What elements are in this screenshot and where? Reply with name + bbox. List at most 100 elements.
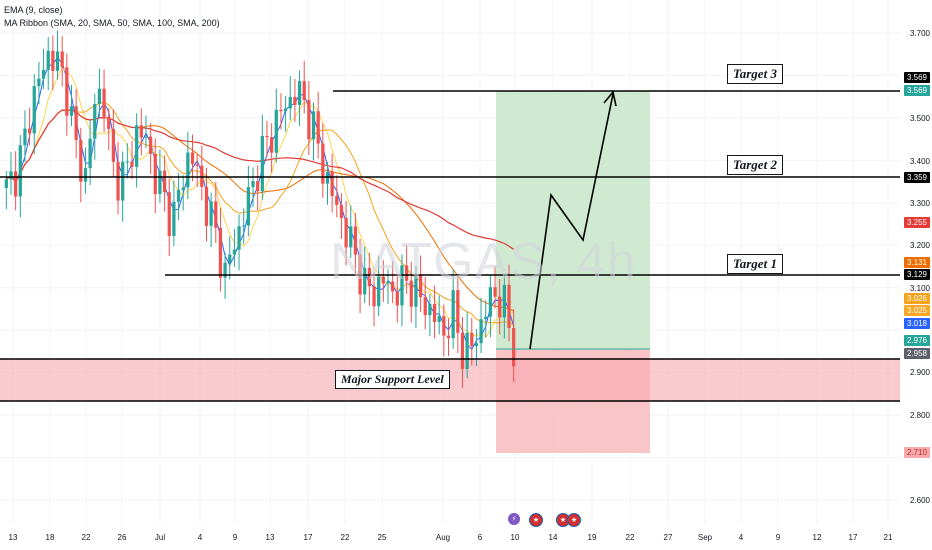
candle-body[interactable] [367,267,372,287]
candle-body[interactable] [148,136,153,155]
candle-body[interactable] [130,161,134,167]
candle-body[interactable] [270,137,274,153]
candle-body[interactable] [181,187,185,190]
candle-body[interactable] [195,164,199,166]
candle-body[interactable] [442,316,446,336]
candle-body[interactable] [97,88,102,105]
candle-body[interactable] [153,154,157,195]
candle-body[interactable] [344,218,348,248]
candle-body[interactable] [139,125,143,138]
candle-body[interactable] [218,227,223,278]
support-label[interactable]: Major Support Level [335,370,450,389]
candle-body[interactable] [321,143,325,184]
candle-body[interactable] [414,274,418,307]
candle-body[interactable] [65,67,69,116]
candle-body[interactable] [293,96,297,105]
candle-body[interactable] [172,201,176,236]
candle-body[interactable] [479,319,483,344]
candle-body[interactable] [377,276,381,307]
candle-body[interactable] [381,276,385,284]
candle-body[interactable] [102,88,106,117]
candle-body[interactable] [372,286,376,307]
candle-body[interactable] [223,262,227,278]
candle-body[interactable] [274,109,278,153]
candle-body[interactable] [167,192,171,236]
candle-body[interactable] [186,152,190,188]
candle-body[interactable] [512,328,516,367]
moving-average-line[interactable] [5,101,514,326]
candle-body[interactable] [55,51,60,71]
candle-body[interactable] [246,187,250,226]
candle-body[interactable] [4,179,8,188]
candle-body[interactable] [232,249,237,255]
candle-body[interactable] [256,181,260,192]
candle-body[interactable] [135,125,139,167]
candle-body[interactable] [190,152,195,165]
candle-body[interactable] [335,195,339,205]
candle-body[interactable] [176,189,181,202]
candle-body[interactable] [32,86,36,134]
candle-body[interactable] [418,274,423,298]
candle-body[interactable] [260,135,264,192]
candle-body[interactable] [279,109,283,112]
candle-body[interactable] [400,265,404,306]
candle-body[interactable] [27,128,32,134]
candle-body[interactable] [423,297,427,316]
target3-label[interactable]: Target 3 [727,64,783,84]
candle-body[interactable] [460,332,465,369]
candle-body[interactable] [93,104,97,139]
candle-body[interactable] [409,280,413,307]
candle-body[interactable] [60,51,64,68]
candle-body[interactable] [37,78,41,87]
candle-body[interactable] [428,303,432,316]
candle-body[interactable] [484,316,488,320]
candle-body[interactable] [353,226,358,255]
candle-body[interactable] [79,140,83,182]
candle-body[interactable] [437,316,441,322]
candle-body[interactable] [242,225,246,227]
candle-body[interactable] [456,290,460,333]
candle-body[interactable] [488,287,493,317]
candle-body[interactable] [51,50,55,71]
candle-body[interactable] [69,106,74,116]
candle-body[interactable] [465,332,469,369]
candle-body[interactable] [470,332,474,347]
candle-body[interactable] [18,145,22,197]
candle-body[interactable] [311,111,316,140]
candle-body[interactable] [474,343,479,347]
ema-legend[interactable]: EMA (9, close) [4,5,63,15]
ma-ribbon-legend[interactable]: MA Ribbon (SMA, 20, SMA, 50, SMA, 100, S… [4,18,220,28]
candle-body[interactable] [107,116,111,129]
candle-body[interactable] [507,284,511,329]
candle-body[interactable] [339,204,344,219]
candle-body[interactable] [288,96,292,109]
projection-path[interactable] [529,93,614,350]
candle-body[interactable] [283,108,288,112]
candle-body[interactable] [46,50,50,70]
candle-body[interactable] [74,106,78,141]
candle-body[interactable] [330,171,334,196]
candle-body[interactable] [23,128,27,146]
candle-body[interactable] [116,161,120,201]
candle-body[interactable] [498,296,502,318]
candle-body[interactable] [162,170,167,193]
candle-body[interactable] [111,128,116,162]
dividend-icon[interactable]: ⚡ [508,513,520,525]
candle-body[interactable] [121,161,125,201]
candle-body[interactable] [395,291,399,306]
candle-body[interactable] [158,170,162,195]
candle-body[interactable] [302,81,306,101]
candle-body[interactable] [404,265,409,281]
candle-body[interactable] [349,226,353,248]
candle-body[interactable] [41,69,46,79]
us-flag-icon[interactable]: ★ [567,513,581,527]
candle-body[interactable] [493,287,497,297]
candle-body[interactable] [83,168,88,182]
candle-body[interactable] [204,186,209,226]
candle-body[interactable] [209,201,213,226]
candle-body[interactable] [446,335,451,339]
candle-body[interactable] [307,100,311,140]
candle-body[interactable] [125,161,129,163]
candle-body[interactable] [297,81,302,105]
